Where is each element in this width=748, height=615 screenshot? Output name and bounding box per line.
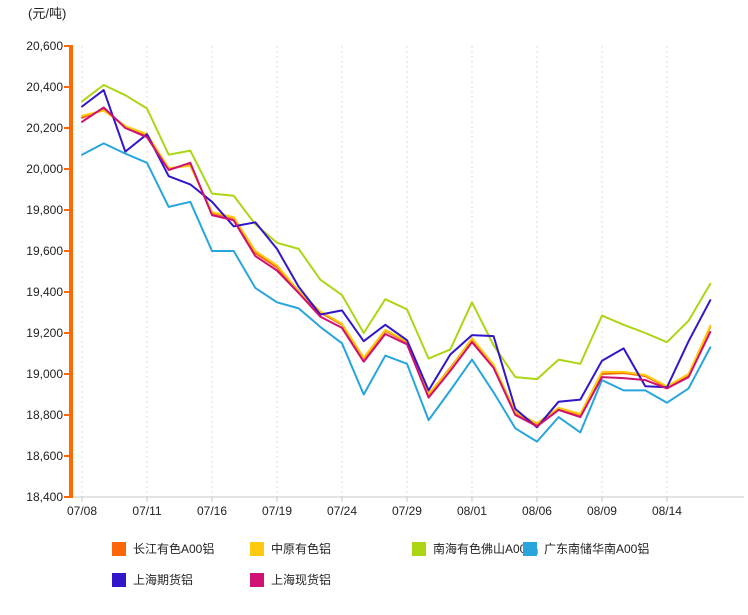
y-axis-tick-label: 18,600 bbox=[26, 449, 63, 463]
y-axis-tick-label: 20,200 bbox=[26, 121, 63, 135]
legend-label: 中原有色铝 bbox=[271, 542, 332, 556]
y-axis-tick-label: 20,000 bbox=[26, 162, 63, 176]
series-line-上海现货铝 bbox=[81, 106, 712, 428]
x-axis-tick-label: 07/19 bbox=[262, 504, 292, 518]
series-line-上海期货铝 bbox=[81, 89, 712, 429]
legend-swatch-icon bbox=[250, 542, 264, 556]
price-line-chart: (元/吨) 07/08 07/11 07/16 07/19 07/24 07/29 08/01… bbox=[26, 6, 744, 518]
legend-swatch-icon bbox=[412, 542, 426, 556]
legend-label: 广东南储华南A00铝 bbox=[544, 542, 650, 556]
x-axis-tick-label: 07/29 bbox=[392, 504, 422, 518]
y-axis-tick-label: 19,200 bbox=[26, 326, 63, 340]
legend-label: 上海现货铝 bbox=[271, 573, 332, 587]
x-axis-tick-label: 07/16 bbox=[197, 504, 227, 518]
legend-swatch-icon bbox=[112, 573, 126, 587]
legend-item-上海期货铝[interactable]: 上海期货铝 bbox=[112, 572, 193, 588]
y-axis-tick-label: 19,800 bbox=[26, 203, 63, 217]
legend-swatch-icon bbox=[523, 542, 537, 556]
y-axis-tick-label: 20,600 bbox=[26, 39, 63, 53]
legend-item-中原有色铝[interactable]: 中原有色铝 bbox=[250, 541, 331, 557]
y-axis-tick-label: 18,800 bbox=[26, 408, 63, 422]
y-axis-tick-label: 19,600 bbox=[26, 244, 63, 258]
legend-item-上海现货铝[interactable]: 上海现货铝 bbox=[250, 572, 331, 588]
chart-legend: 长江有色A00铝 中原有色铝 南海有色佛山A00铝 广东南储华南A00铝上海期货铝 上海… bbox=[0, 530, 748, 615]
legend-label: 长江有色A00铝 bbox=[133, 542, 215, 556]
chart-canvas: (元/吨) 07/08 07/11 07/16 07/19 07/24 07/29 08/01… bbox=[26, 6, 744, 518]
x-axis-tick-label: 08/01 bbox=[457, 504, 487, 518]
x-axis-tick-label: 08/09 bbox=[587, 504, 617, 518]
y-axis-tick-label: 19,400 bbox=[26, 285, 63, 299]
x-axis-tick-label: 08/06 bbox=[522, 504, 552, 518]
y-axis-tick-label: 19,000 bbox=[26, 367, 63, 381]
series-line-南海有色佛山A00铝 bbox=[81, 84, 712, 381]
legend-item-广东南储华南A00铝[interactable]: 广东南储华南A00铝 bbox=[523, 541, 649, 557]
x-axis-tick-label: 07/24 bbox=[327, 504, 357, 518]
legend-swatch-icon bbox=[112, 542, 126, 556]
x-axis-tick-label: 08/14 bbox=[652, 504, 682, 518]
x-axis-tick-label: 07/11 bbox=[132, 504, 161, 518]
legend-label: 南海有色佛山A00铝 bbox=[433, 542, 539, 556]
legend-item-南海有色佛山A00铝[interactable]: 南海有色佛山A00铝 bbox=[412, 541, 538, 557]
x-axis-tick-label: 07/08 bbox=[67, 504, 97, 518]
series-line-中原有色铝 bbox=[81, 109, 712, 425]
legend-swatch-icon bbox=[250, 573, 264, 587]
series-line-广东南储华南A00铝 bbox=[81, 142, 712, 443]
y-axis-tick-label: 20,400 bbox=[26, 80, 63, 94]
legend-item-长江有色A00铝[interactable]: 长江有色A00铝 bbox=[112, 541, 214, 557]
y-axis-tick-label: 18,400 bbox=[26, 490, 63, 504]
legend-label: 上海期货铝 bbox=[133, 573, 194, 587]
y-axis-unit-label: (元/吨) bbox=[28, 6, 66, 21]
